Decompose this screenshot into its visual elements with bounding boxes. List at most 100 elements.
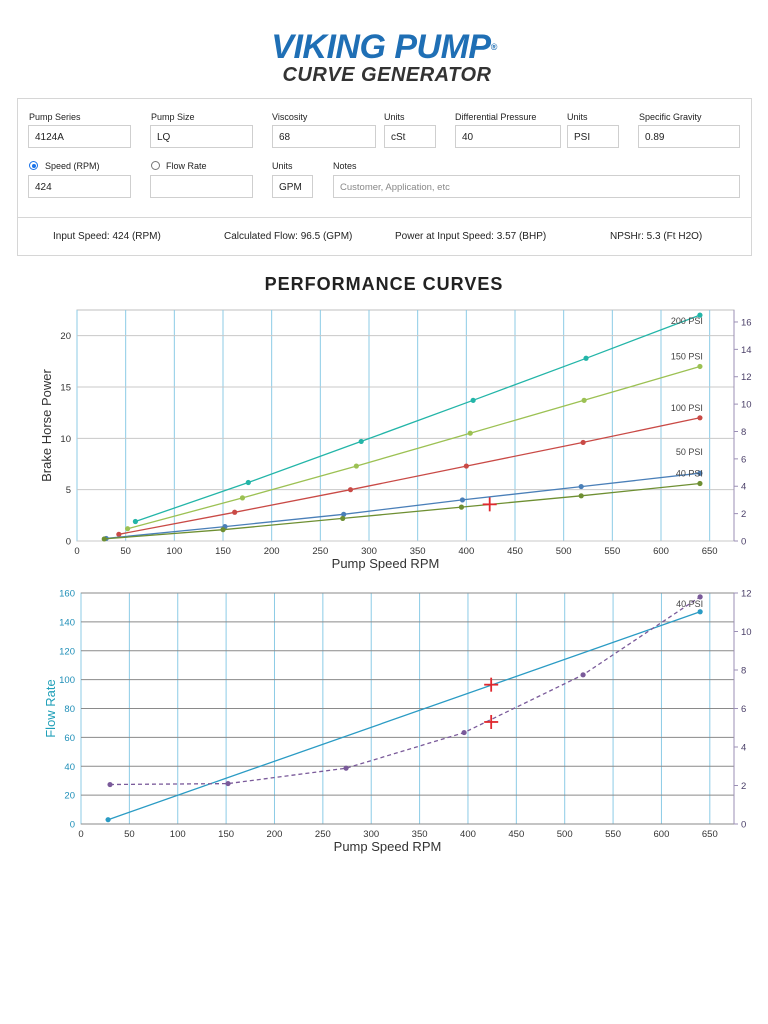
chart2-series-40-psi-point — [697, 594, 703, 600]
chart1-x-tick-label: 250 — [312, 546, 328, 557]
chart1-x-tick-label: 450 — [507, 546, 523, 557]
differential-pressure-label: Differential Pressure — [455, 112, 537, 122]
pump-series-input[interactable]: 4124A — [28, 125, 131, 148]
flow-units-label: Units — [272, 161, 293, 171]
results-summary-bar: Input Speed: 424 (RPM) Calculated Flow: … — [17, 217, 752, 256]
chart2-y2-tick-label: 10 — [741, 627, 752, 638]
chart1-x-tick-label: 550 — [604, 546, 620, 557]
chart2-y-tick-label: 140 — [59, 617, 75, 628]
chart2-x-tick-label: 250 — [315, 829, 331, 840]
chart1-x-tick-label: 300 — [361, 546, 377, 557]
chart1-y2-tick-label: 2 — [741, 509, 746, 520]
chart2-x-tick-label: 400 — [460, 829, 476, 840]
chart1-y-tick-label: 20 — [60, 331, 71, 342]
pump-size-input[interactable]: LQ — [150, 125, 253, 148]
chart2-x-axis-title: Pump Speed RPM — [334, 839, 442, 854]
chart1-series-150-psi-point — [581, 397, 587, 403]
chart2-y2-tick-label: 2 — [741, 781, 746, 792]
chart1-series-200-psi-point — [132, 518, 138, 525]
npshr-result: NPSHr: 5.3 (Ft H2O) — [610, 231, 703, 242]
chart2-x-tick-label: 0 — [78, 829, 83, 840]
chart2-series-40-psi-label: 40 PSI — [676, 599, 703, 609]
notes-input[interactable]: Customer, Application, etc — [333, 175, 740, 198]
calculated-flow-result: Calculated Flow: 96.5 (GPM) — [224, 231, 353, 242]
viscosity-input[interactable]: 68 — [272, 125, 376, 148]
chart1-x-tick-label: 500 — [556, 546, 572, 557]
chart1-series-100-psi-line — [118, 417, 701, 535]
chart1-y2-tick-label: 0 — [741, 537, 746, 548]
pressure-units-input[interactable]: PSI — [567, 125, 619, 148]
chart1-series-150-psi-line — [127, 365, 701, 530]
chart1-y2-tick-label: 16 — [741, 317, 752, 328]
chart1-x-tick-label: 50 — [120, 546, 131, 557]
power-result: Power at Input Speed: 3.57 (BHP) — [395, 231, 547, 242]
chart2-y2-tick-label: 0 — [741, 820, 746, 831]
chart1-x-tick-label: 200 — [264, 546, 280, 557]
chart1-y2-tick-label: 12 — [741, 372, 752, 383]
flow-rate-input[interactable] — [150, 175, 253, 198]
chart1-series-40-psi-label: 40 PSI — [676, 469, 703, 479]
chart1-series-100-psi-point — [463, 463, 469, 469]
chart2-y-tick-label: 60 — [64, 733, 75, 744]
chart1-series-100-psi-point — [116, 531, 122, 537]
chart1-x-tick-label: 0 — [74, 546, 79, 557]
chart1-x-tick-label: 150 — [215, 546, 231, 557]
chart2-y2-tick-label: 12 — [741, 589, 752, 600]
chart2-series-40-psi-point — [580, 672, 586, 678]
logo-registered-mark: ® — [490, 42, 498, 52]
chart1-series-40-psi-point — [458, 504, 465, 510]
chart2-series-flow-point — [105, 817, 111, 823]
chart1-series-50-psi-line — [106, 472, 700, 540]
flow-units-input[interactable]: GPM — [272, 175, 313, 198]
flow-rate-chart: 0 50 100 150 200 250 300 350 400 450 500 550 600 6500… — [43, 589, 752, 855]
chart2-x-tick-label: 600 — [654, 829, 670, 840]
chart1-series-50-psi-point — [578, 483, 584, 490]
viking-pump-logo: VIKING PUMP® CURVE GENERATOR — [0, 30, 768, 86]
chart2-x-tick-label: 550 — [605, 829, 621, 840]
chart1-series-50-psi-label: 50 PSI — [676, 447, 703, 457]
chart1-y2-tick-label: 6 — [741, 454, 746, 465]
chart2-y-tick-label: 120 — [59, 646, 75, 657]
chart2-y-tick-label: 0 — [70, 820, 75, 831]
chart2-y2-tick-label: 8 — [741, 666, 746, 677]
chart1-series-100-psi-point — [232, 509, 238, 515]
specific-gravity-input[interactable]: 0.89 — [638, 125, 740, 148]
chart1-series-150-psi-point — [467, 430, 473, 436]
chart1-x-axis-title: Pump Speed RPM — [332, 556, 440, 571]
chart1-series-200-psi-point — [358, 438, 364, 445]
chart1-y-tick-label: 15 — [60, 383, 71, 394]
chart1-series-200-psi-point — [470, 397, 476, 403]
chart2-y-tick-label: 40 — [64, 762, 75, 773]
chart1-y-tick-label: 0 — [66, 537, 71, 548]
chart2-x-tick-label: 450 — [508, 829, 524, 840]
differential-pressure-input[interactable]: 40 — [455, 125, 561, 148]
speed-label: Speed (RPM) — [45, 161, 100, 171]
chart1-y-tick-label: 10 — [60, 434, 71, 445]
chart2-y-tick-label: 20 — [64, 791, 75, 802]
chart1-series-150-psi-point — [697, 363, 703, 370]
viscosity-units-label: Units — [384, 112, 405, 122]
chart1-series-150-psi-label: 150 PSI — [671, 351, 703, 361]
chart2-y-tick-label: 100 — [59, 675, 75, 686]
speed-radio[interactable] — [29, 161, 38, 170]
viscosity-units-input[interactable]: cSt — [384, 125, 436, 148]
chart1-series-200-psi-point — [583, 355, 589, 361]
chart2-x-tick-label: 100 — [170, 829, 186, 840]
chart1-series-40-psi-point — [220, 527, 226, 533]
chart1-x-tick-label: 350 — [410, 546, 426, 557]
pump-series-label: Pump Series — [29, 112, 81, 122]
chart1-x-tick-label: 600 — [653, 546, 669, 557]
chart2-x-tick-label: 300 — [363, 829, 379, 840]
chart2-x-tick-label: 350 — [412, 829, 428, 840]
chart1-series-40-psi-point — [578, 493, 584, 499]
chart1-y-tick-label: 5 — [66, 485, 71, 496]
pump-size-label: Pump Size — [151, 112, 195, 122]
chart1-series-40-psi-point — [340, 515, 346, 522]
chart1-series-200-psi-point — [245, 479, 251, 486]
chart2-y-tick-label: 80 — [64, 704, 75, 715]
speed-input[interactable]: 424 — [28, 175, 131, 198]
flow-rate-radio[interactable] — [151, 161, 160, 170]
flow-rate-label: Flow Rate — [166, 161, 207, 171]
chart2-x-tick-label: 650 — [702, 829, 718, 840]
chart2-series-40-psi-point — [343, 765, 349, 771]
